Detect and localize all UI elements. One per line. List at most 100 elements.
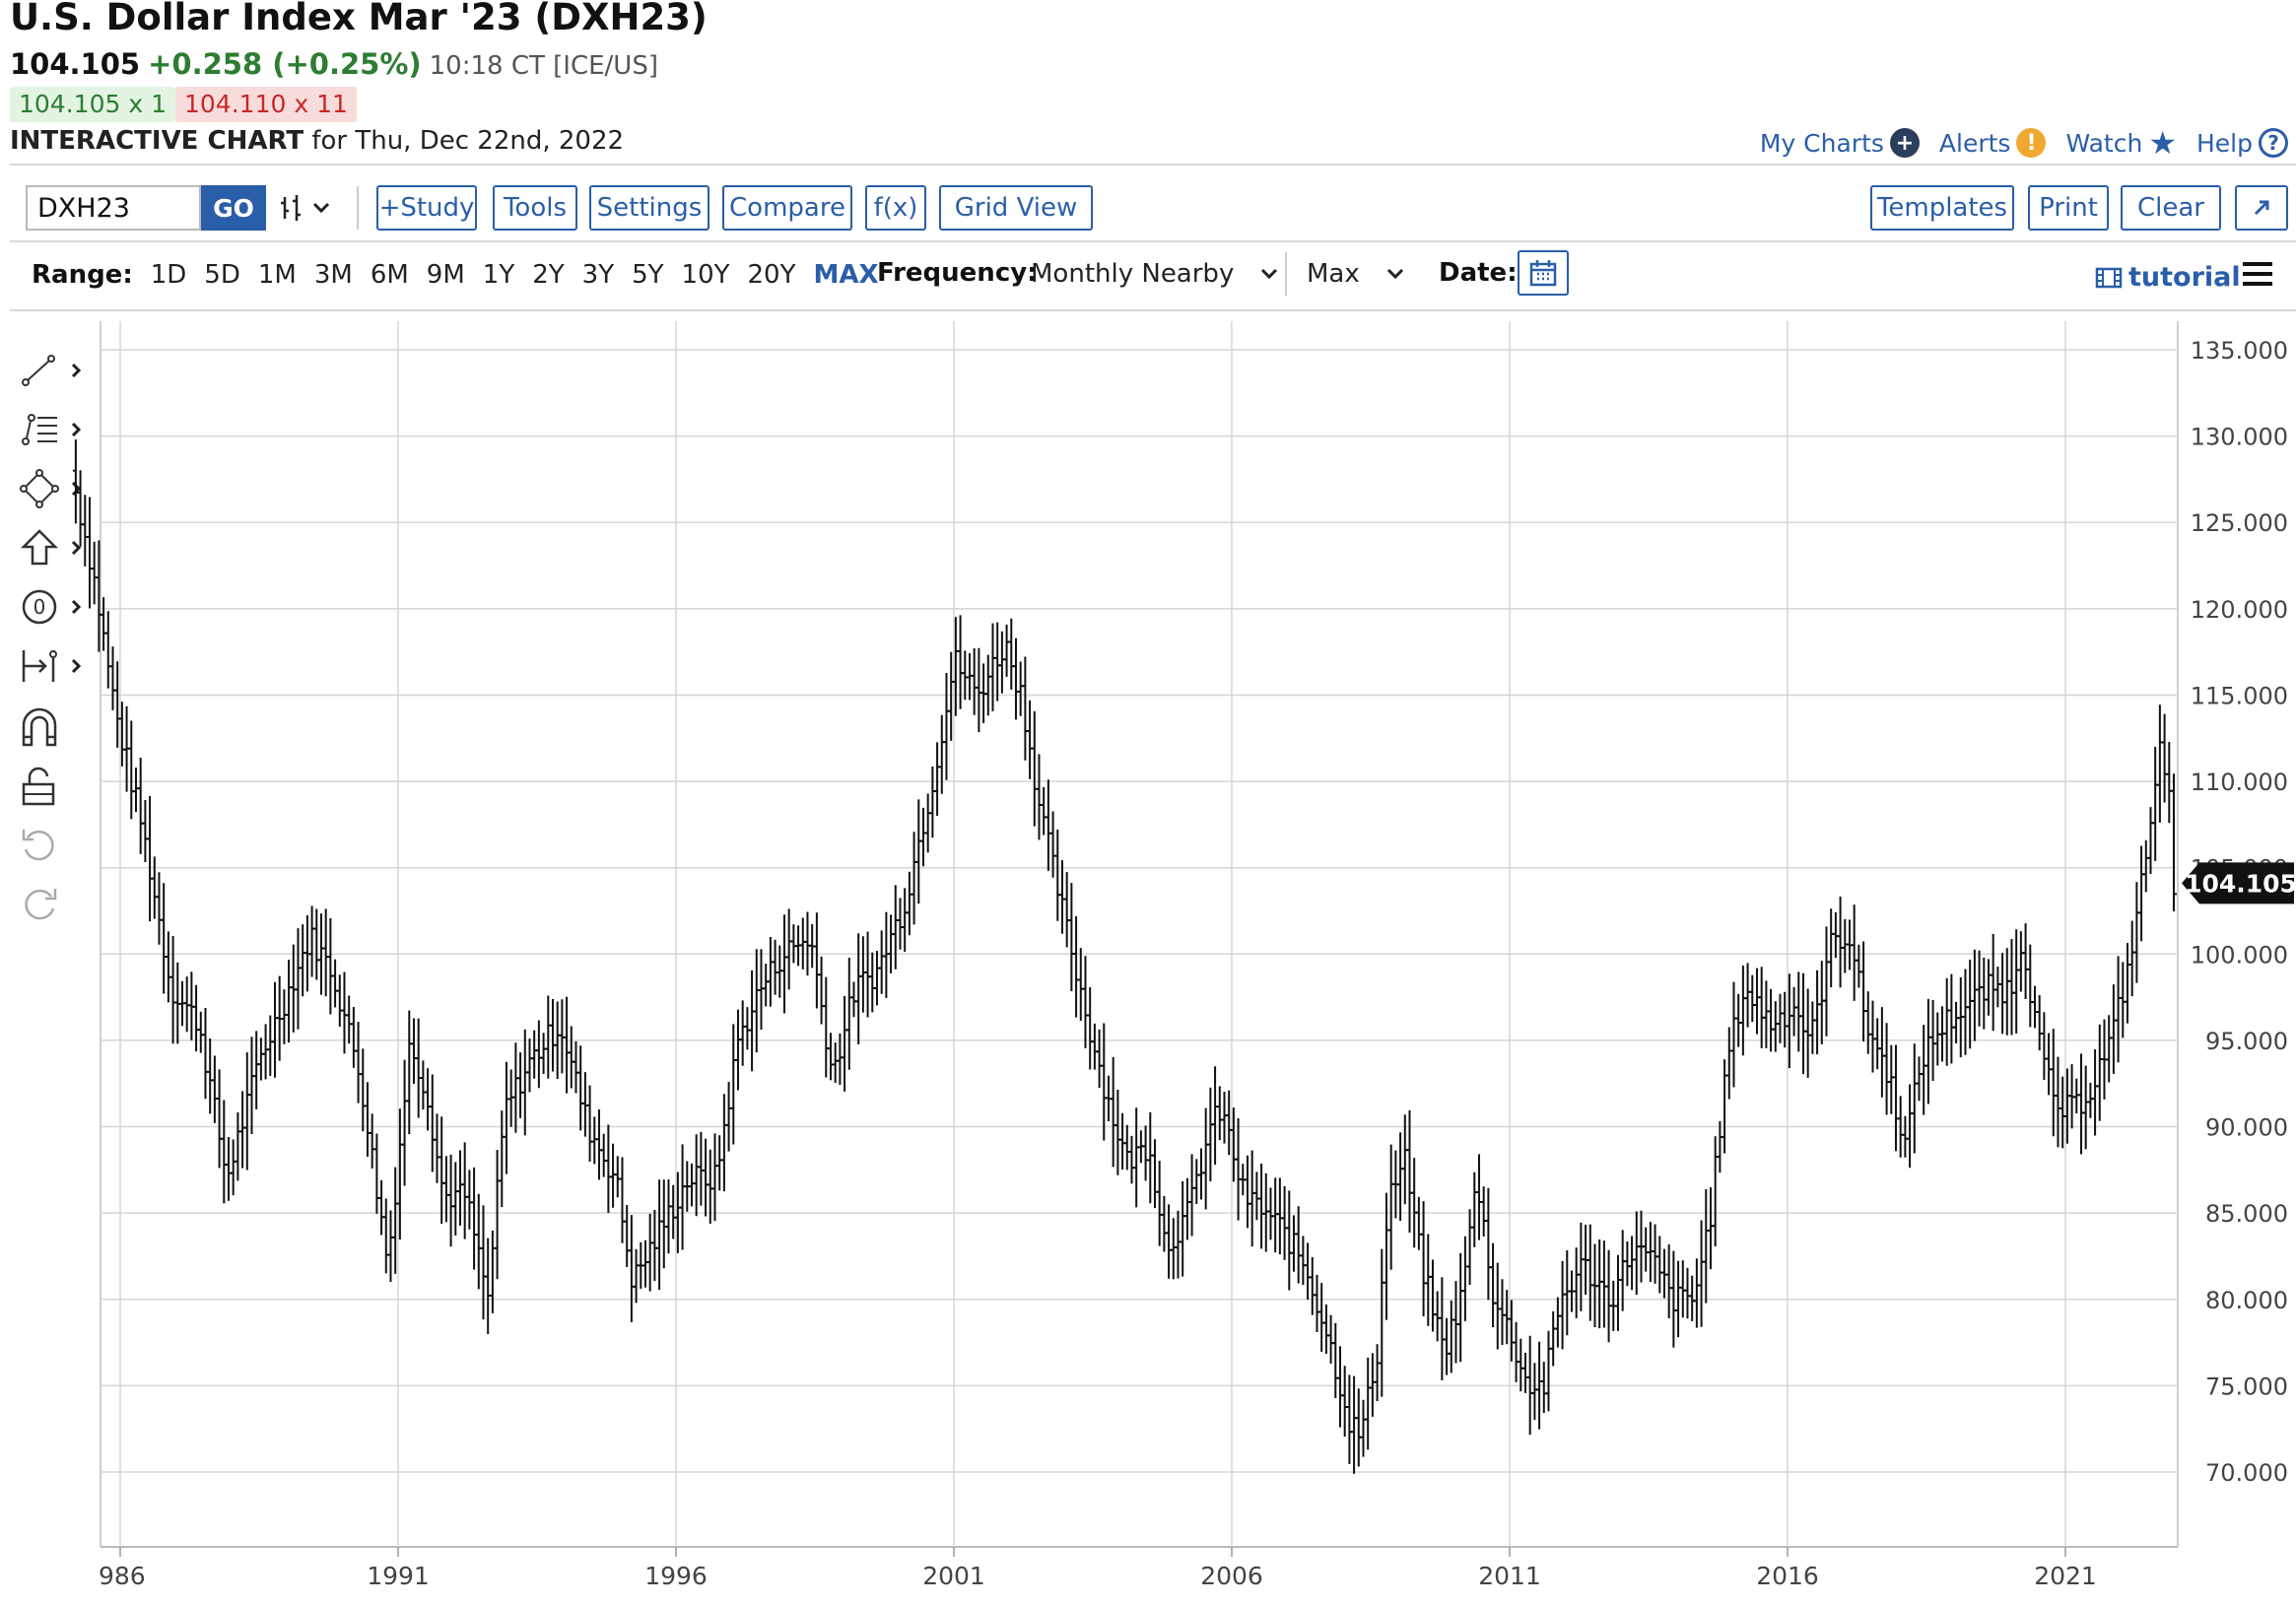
help-icon: ? bbox=[2259, 128, 2288, 158]
clear-button[interactable]: Clear bbox=[2121, 185, 2221, 231]
ohlc-bar bbox=[837, 1033, 844, 1085]
ohlc-bar bbox=[799, 917, 806, 970]
ohlc-bar bbox=[1351, 1375, 1358, 1474]
range-1y[interactable]: 1Y bbox=[482, 260, 515, 290]
range-3y[interactable]: 3Y bbox=[581, 260, 615, 290]
ohlc-bar bbox=[1953, 1001, 1960, 1043]
ohlc-bar bbox=[1643, 1227, 1650, 1272]
bar-type-dropdown[interactable] bbox=[280, 185, 335, 231]
magnet-tool[interactable] bbox=[18, 705, 83, 749]
help-link[interactable]: Help ? bbox=[2196, 128, 2288, 158]
date-picker-button[interactable] bbox=[1518, 250, 1569, 296]
ohlc-bar bbox=[1799, 972, 1806, 1075]
tutorial-link[interactable]: tutorial bbox=[2095, 262, 2241, 293]
ohlc-bar bbox=[971, 648, 978, 715]
period-select[interactable]: Max bbox=[1307, 252, 1405, 296]
alerts-link[interactable]: Alerts ! bbox=[1939, 128, 2047, 158]
ohlc-bar bbox=[517, 1052, 524, 1118]
ohlc-bar bbox=[1406, 1109, 1413, 1233]
ohlc-bar bbox=[1744, 963, 1751, 1028]
expand-button[interactable] bbox=[2235, 185, 2288, 231]
counter-tool-icon: 0 bbox=[22, 589, 82, 625]
range-5y[interactable]: 5Y bbox=[632, 260, 664, 290]
go-button[interactable]: GO bbox=[201, 185, 266, 231]
range-10y[interactable]: 10Y bbox=[681, 260, 730, 290]
ohlc-bar bbox=[1804, 988, 1811, 1078]
ohlc-bar bbox=[1175, 1210, 1182, 1279]
chart-date: for Thu, Dec 22nd, 2022 bbox=[311, 126, 625, 156]
templates-button[interactable]: Templates bbox=[1870, 185, 2014, 231]
ohlc-bar bbox=[1513, 1321, 1519, 1382]
print-button[interactable]: Print bbox=[2028, 185, 2109, 231]
counter-tool[interactable]: 0 bbox=[18, 585, 83, 629]
ohlc-bar bbox=[1490, 1242, 1497, 1328]
settings-button[interactable]: Settings bbox=[589, 185, 709, 231]
symbol-input[interactable] bbox=[26, 185, 201, 231]
ohlc-bar bbox=[1188, 1154, 1195, 1237]
hamburger-menu-icon[interactable] bbox=[2243, 262, 2272, 288]
ohlc-bar bbox=[929, 766, 936, 838]
study-button[interactable]: +Study bbox=[376, 185, 477, 231]
fx-button[interactable]: f(x) bbox=[865, 185, 926, 231]
ohlc-bar bbox=[1624, 1240, 1631, 1287]
ohlc-bar bbox=[221, 1100, 228, 1204]
range-max[interactable]: MAX bbox=[813, 260, 879, 290]
ohlc-bar bbox=[1550, 1310, 1557, 1367]
ohlc-bar bbox=[1374, 1344, 1381, 1402]
measure-tool[interactable] bbox=[18, 644, 83, 688]
range-20y[interactable]: 20Y bbox=[747, 260, 796, 290]
ohlc-bar bbox=[1614, 1254, 1621, 1331]
compare-button[interactable]: Compare bbox=[722, 185, 852, 231]
range-1d[interactable]: 1D bbox=[150, 260, 187, 290]
lock-tool[interactable] bbox=[18, 765, 83, 808]
line-tool[interactable] bbox=[18, 349, 83, 392]
range-6m[interactable]: 6M bbox=[370, 260, 409, 290]
range-5d[interactable]: 5D bbox=[204, 260, 240, 290]
range-2y[interactable]: 2Y bbox=[532, 260, 565, 290]
watch-link[interactable]: Watch ★ bbox=[2065, 124, 2177, 162]
ohlc-bar bbox=[332, 959, 339, 1008]
ohlc-bar bbox=[1809, 1001, 1816, 1054]
ohlc-bar bbox=[503, 1061, 509, 1174]
x-tick-label: 2006 bbox=[1200, 1562, 1263, 1590]
ohlc-bar bbox=[327, 918, 334, 1015]
ohlc-bar bbox=[151, 856, 158, 919]
tools-button[interactable]: Tools bbox=[493, 185, 577, 231]
ohlc-bar bbox=[1360, 1399, 1367, 1457]
ohlc-bar bbox=[1739, 966, 1746, 1056]
ohlc-bar bbox=[1166, 1204, 1173, 1279]
ohlc-bar bbox=[1869, 1000, 1876, 1073]
ohlc-bar bbox=[688, 1163, 695, 1207]
range-9m[interactable]: 9M bbox=[426, 260, 465, 290]
ohlc-bar bbox=[1003, 624, 1010, 677]
ohlc-bar bbox=[1379, 1248, 1385, 1397]
ohlc-bar bbox=[1814, 970, 1821, 1055]
ohlc-bar bbox=[1444, 1317, 1451, 1375]
ohlc-bar bbox=[573, 1040, 579, 1094]
range-3m[interactable]: 3M bbox=[313, 260, 353, 290]
ohlc-bar bbox=[1322, 1304, 1329, 1355]
ohlc-bar bbox=[1063, 872, 1070, 948]
ohlc-bar bbox=[1202, 1107, 1209, 1210]
ohlc-bar bbox=[753, 949, 760, 1053]
ohlc-bar bbox=[1022, 656, 1029, 761]
watch-label: Watch bbox=[2065, 128, 2143, 158]
ohlc-bar bbox=[2124, 943, 2130, 1024]
undo-tool[interactable] bbox=[18, 824, 83, 867]
frequency-select[interactable]: Monthly Nearby bbox=[1031, 252, 1279, 296]
ohlc-bar bbox=[1943, 977, 1950, 1066]
fib-tool[interactable] bbox=[18, 408, 83, 451]
ohlc-bar bbox=[994, 622, 1001, 702]
ohlc-bar bbox=[2115, 956, 2122, 1063]
my-charts-link[interactable]: My Charts + bbox=[1760, 128, 1920, 158]
ohlc-bar bbox=[1573, 1247, 1580, 1318]
grid-view-button[interactable]: Grid View bbox=[939, 185, 1093, 231]
redo-tool[interactable] bbox=[18, 883, 83, 926]
arrow-tool[interactable] bbox=[18, 526, 83, 569]
range-1m[interactable]: 1M bbox=[257, 260, 297, 290]
ohlc-bar bbox=[1842, 918, 1849, 973]
ohlc-bar bbox=[1559, 1260, 1566, 1350]
ohlc-bar bbox=[1985, 959, 1992, 1016]
ohlc-bar bbox=[1212, 1066, 1219, 1166]
